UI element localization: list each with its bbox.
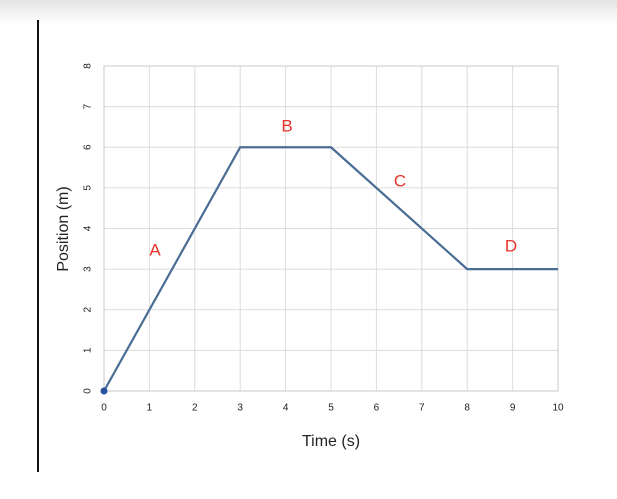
plot: A B C D bbox=[100, 116, 558, 395]
top-band bbox=[0, 0, 617, 24]
x-tick-label: 4 bbox=[283, 403, 289, 414]
segment-label: A bbox=[149, 240, 161, 259]
x-tick-label: 2 bbox=[192, 403, 198, 414]
y-tick-label: 7 bbox=[83, 103, 94, 109]
segment-label: D bbox=[505, 236, 517, 255]
y-tick-label: 8 bbox=[83, 63, 94, 69]
x-tick-label: 7 bbox=[419, 403, 425, 414]
plot-frame bbox=[103, 65, 559, 392]
x-tick-label: 0 bbox=[101, 403, 107, 414]
x-tick-label: 1 bbox=[147, 403, 153, 414]
y-tick-label: 5 bbox=[83, 185, 94, 191]
x-tick-label: 10 bbox=[552, 403, 564, 414]
y-tick-label: 0 bbox=[83, 388, 94, 394]
segment-label: B bbox=[281, 116, 292, 135]
x-axis-title: Time (s) bbox=[302, 433, 360, 450]
x-tick-label: 8 bbox=[464, 403, 470, 414]
x-tick-label: 9 bbox=[510, 403, 516, 414]
x-tick-label: 5 bbox=[328, 403, 334, 414]
y-tick-label: 1 bbox=[83, 347, 94, 353]
y-tick-label: 3 bbox=[83, 266, 94, 272]
y-tick-label: 6 bbox=[83, 144, 94, 150]
y-tick-label: 4 bbox=[83, 225, 94, 231]
grid: 0 1 2 3 4 5 6 7 8 9 10 0 1 2 3 4 5 6 7 8 bbox=[83, 63, 564, 414]
x-tick-label: 3 bbox=[237, 403, 243, 414]
start-point bbox=[100, 387, 108, 395]
y-axis-title: Position (m) bbox=[55, 186, 72, 271]
segment-label: C bbox=[394, 171, 406, 190]
series-line bbox=[103, 146, 558, 392]
x-tick-label: 6 bbox=[374, 403, 380, 414]
y-tick-label: 2 bbox=[83, 307, 94, 313]
